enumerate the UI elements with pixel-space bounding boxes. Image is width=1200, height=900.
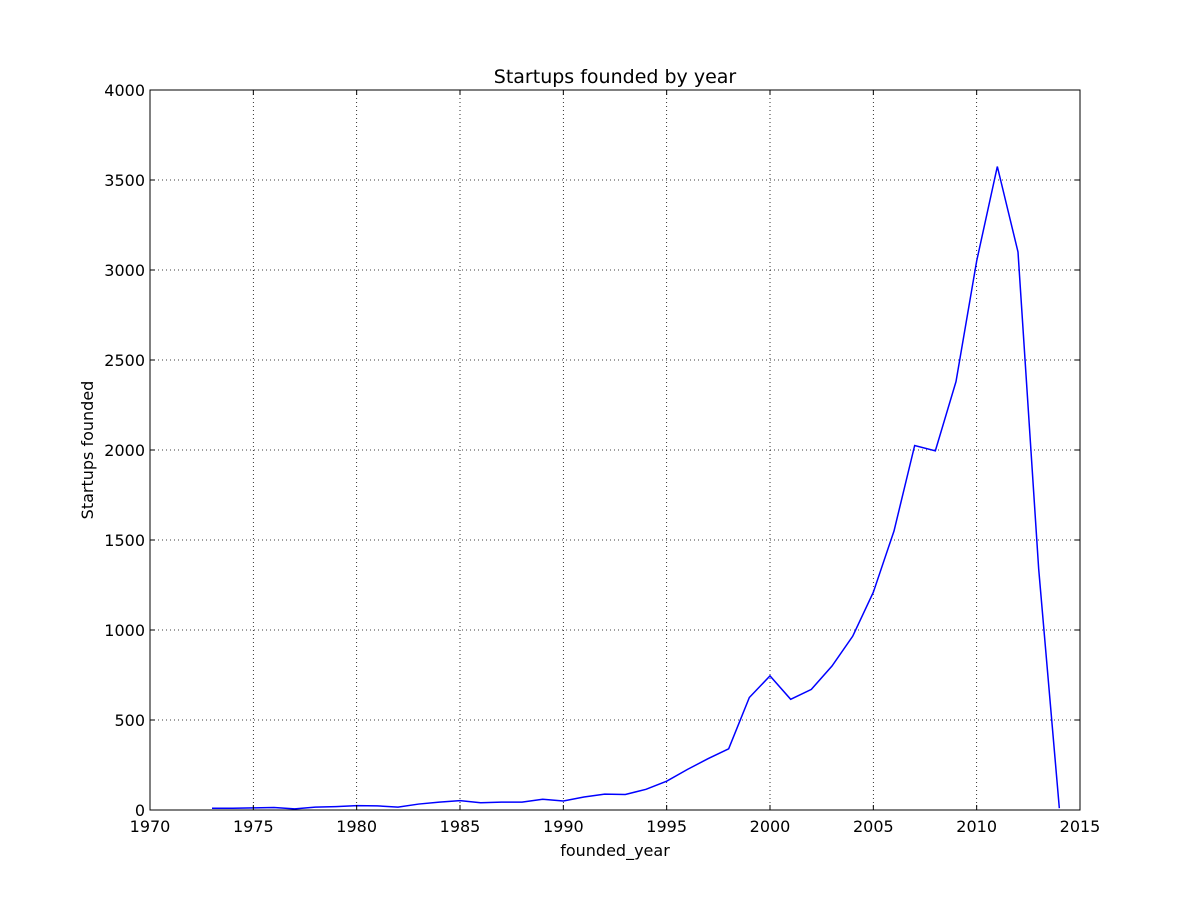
y-axis-label: Startups founded (78, 381, 97, 520)
y-tick-label: 3000 (104, 261, 145, 280)
y-tick-label: 0 (135, 801, 145, 820)
y-tick-label: 2000 (104, 441, 145, 460)
y-tick-label: 3500 (104, 171, 145, 190)
x-tick-label: 2005 (853, 817, 894, 836)
grid (149, 89, 1081, 811)
y-tick-label: 2500 (104, 351, 145, 370)
x-tick-label: 2015 (1060, 817, 1101, 836)
y-tick-label: 1000 (104, 621, 145, 640)
x-tick-label: 1980 (336, 817, 377, 836)
x-tick-label: 1990 (543, 817, 584, 836)
x-tick-label: 2000 (750, 817, 791, 836)
x-tick-label: 1995 (646, 817, 687, 836)
x-axis-label: founded_year (560, 841, 670, 861)
y-tick-label: 4000 (104, 81, 145, 100)
y-tick-label: 1500 (104, 531, 145, 550)
series-line (212, 166, 1061, 810)
chart-title: Startups founded by year (494, 66, 737, 88)
axis-ticks: 1970 1975 1980 1985 1990 1995 2000 2005 2010 2015… (104, 81, 1100, 836)
x-tick-label: 1970 (130, 817, 171, 836)
x-tick-label: 1975 (233, 817, 274, 836)
x-tick-label: 1985 (440, 817, 481, 836)
x-tick-label: 2010 (956, 817, 997, 836)
y-tick-label: 500 (114, 711, 145, 730)
